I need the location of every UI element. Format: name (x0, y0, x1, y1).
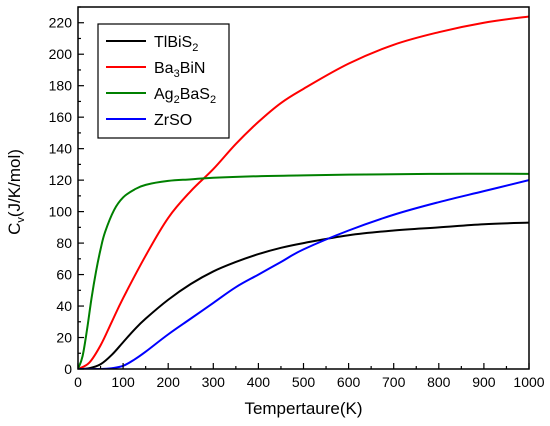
x-tick-label: 900 (472, 374, 496, 390)
x-axis-label: Tempertaure(K) (244, 399, 362, 418)
y-tick-label: 40 (56, 298, 72, 314)
y-axis-label-base: C (5, 223, 24, 235)
x-tick-label: 200 (157, 374, 181, 390)
x-tick-label: 500 (292, 374, 316, 390)
x-tick-label: 100 (111, 374, 135, 390)
y-axis-label-rest: (J/K/mol) (5, 149, 24, 217)
y-axis-label: Cv(J/K/mol) (5, 149, 27, 235)
legend-label-0: TlBiS2 (154, 34, 198, 54)
series-line-2 (78, 172, 529, 369)
x-tick-label: 0 (74, 374, 82, 390)
series-line-0 (78, 221, 529, 369)
y-tick-label: 60 (56, 267, 72, 283)
x-tick-label: 600 (337, 374, 361, 390)
legend-label-1: Ba3BiN (154, 60, 205, 80)
y-tick-label: 20 (56, 330, 72, 346)
y-tick-label: 180 (49, 78, 73, 94)
ticks-layer: 0 100 200 300 400 500 600 700 800 900 1000 0 20 40 60 8… (49, 6, 545, 390)
x-tick-label: 800 (427, 374, 451, 390)
y-tick-label: 0 (64, 361, 72, 377)
y-tick-label: 80 (56, 235, 72, 251)
x-tick-label: 300 (202, 374, 226, 390)
y-tick-label: 120 (49, 172, 73, 188)
plot-layer (78, 15, 529, 369)
y-tick-label: 100 (49, 204, 73, 220)
series-line-1 (78, 15, 529, 369)
y-tick-label: 200 (49, 46, 73, 62)
y-axis-label-sub: v (15, 217, 27, 223)
y-tick-label: 220 (49, 15, 73, 31)
legend-label-3: ZrSO (154, 112, 192, 129)
legend-label-2: Ag2BaS2 (154, 86, 216, 106)
legend: TlBiS2 Ba3BiN Ag2BaS2 ZrSO (97, 23, 230, 139)
y-tick-label: 160 (49, 109, 73, 125)
x-tick-label: 700 (382, 374, 406, 390)
x-tick-label: 1000 (513, 374, 544, 390)
series-line-3 (78, 179, 529, 369)
y-tick-label: 140 (49, 141, 73, 157)
x-tick-label: 400 (247, 374, 271, 390)
